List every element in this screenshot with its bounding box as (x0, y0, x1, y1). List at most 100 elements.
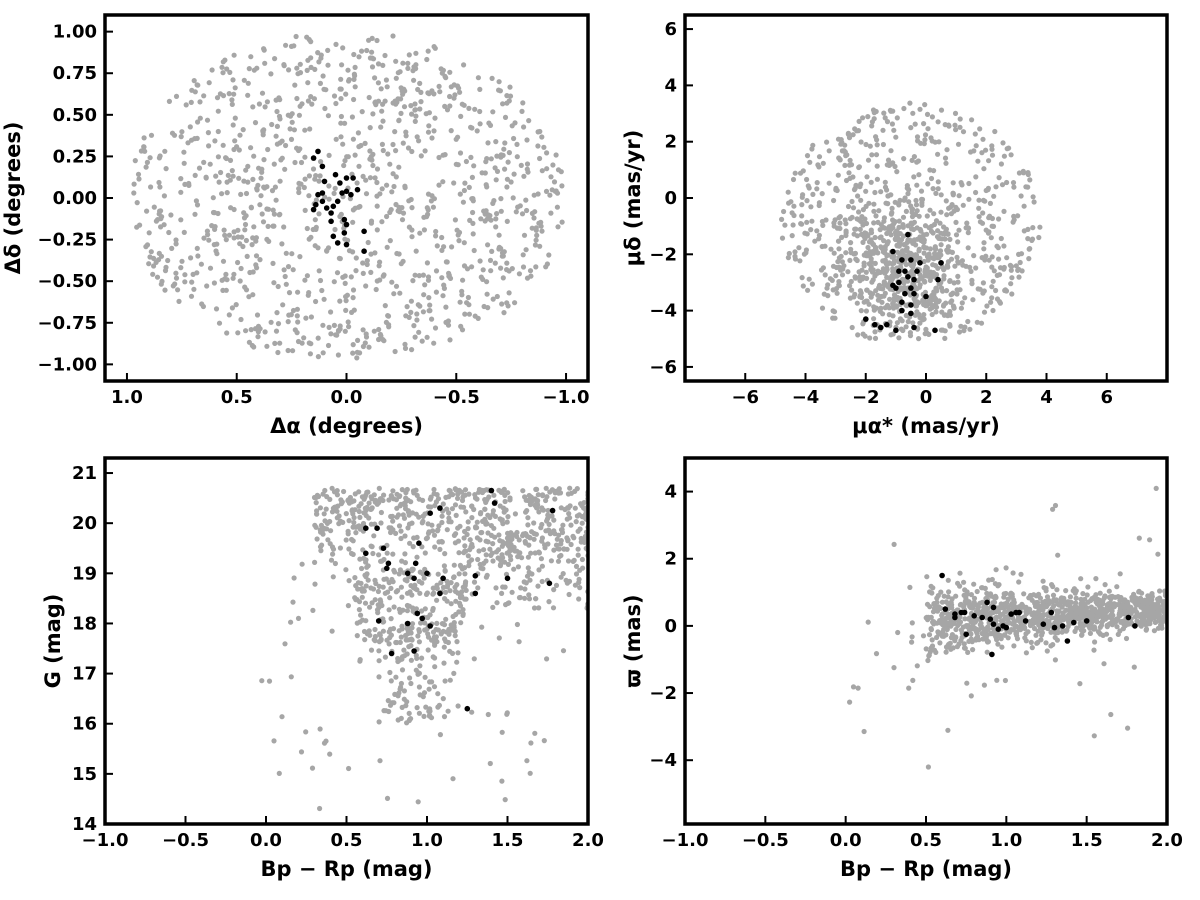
sky-field-point (551, 179, 558, 185)
pm-field-point (919, 196, 925, 202)
sky-field-point (222, 232, 228, 238)
cmd-field-point (434, 597, 440, 603)
parallax-field-point (1080, 591, 1086, 597)
parallax-field-point (1085, 611, 1091, 617)
sky-field-point (506, 150, 512, 156)
cmd-field-point (447, 648, 453, 654)
cmd-member-point (419, 615, 426, 622)
parallax-field-point (981, 608, 988, 614)
sky-field-point (277, 178, 283, 184)
cmd-field-point (505, 530, 511, 537)
cmd-member-point (427, 623, 434, 629)
pm-field-point (822, 243, 828, 249)
cmd-field-point (411, 535, 417, 541)
pm-field-point (875, 250, 881, 256)
sky-field-point (433, 268, 440, 274)
cmd-field-point (368, 585, 374, 591)
cmd-field-point (323, 738, 329, 744)
sky-field-point (514, 154, 520, 160)
pm-field-point (897, 231, 903, 237)
cmd-member-point (437, 590, 443, 597)
parallax-field-point (1006, 607, 1012, 613)
sky-field-point (377, 331, 383, 338)
sky-field-point (322, 105, 328, 112)
sky-field-point (453, 136, 459, 142)
sky-field-point (412, 118, 418, 124)
sky-field-point (364, 258, 370, 264)
sky-field-point (310, 166, 317, 172)
cmd-field-point (446, 515, 452, 521)
parallax-field-point (1043, 640, 1049, 646)
sky-field-point (477, 258, 483, 264)
parallax-field-point (1143, 627, 1149, 633)
sky-field-point (468, 154, 474, 160)
cmd-field-point (490, 604, 496, 611)
sky-field-point (382, 52, 388, 59)
parallax-field-point (1016, 579, 1022, 585)
pm-field-point (880, 141, 887, 148)
sky-field-point (374, 278, 380, 284)
sky-field-point (544, 166, 550, 172)
cmd-field-point (538, 556, 545, 562)
pm-field-point (792, 170, 798, 176)
cmd-field-point (352, 491, 358, 497)
cmd-field-point (329, 628, 335, 634)
pm-field-point (993, 184, 999, 190)
sky-field-point (460, 199, 466, 205)
sky-field-point (345, 67, 351, 73)
cmd-field-point (408, 680, 414, 687)
sky-field-point (213, 306, 220, 312)
cmd-field-point (359, 594, 365, 600)
pm-member-point (911, 276, 917, 283)
parallax-field-point (995, 641, 1001, 647)
sky-field-point (322, 194, 328, 200)
cmd-field-point (361, 588, 367, 594)
sky-field-point (346, 324, 352, 330)
cmd-field-point (416, 710, 422, 716)
sky-field-point (397, 290, 403, 296)
pm-field-point (880, 127, 886, 133)
sky-field-point (219, 64, 225, 70)
parallax-field-point (1149, 591, 1155, 597)
cmd-field-point (387, 595, 393, 601)
cmd-field-point (395, 588, 401, 594)
sky-field-point (248, 327, 254, 333)
cmd-field-point (403, 703, 409, 709)
cmd-field-point (555, 558, 562, 564)
parallax-field-point (947, 640, 953, 646)
pm-field-point (850, 174, 856, 180)
pm-field-point (906, 199, 912, 205)
pm-field-point (976, 214, 982, 220)
sky-field-point (251, 153, 257, 159)
cmd-member-point (384, 565, 390, 572)
sky-field-point (331, 190, 337, 196)
sky-ytick-label: 0.50 (53, 105, 97, 126)
parallax-field-point (984, 632, 991, 638)
pm-member-point (872, 321, 878, 328)
pm-field-point (923, 326, 929, 332)
sky-field-point (298, 181, 304, 187)
sky-field-point (166, 229, 172, 236)
pm-field-point (814, 186, 820, 192)
parallax-field-point (1050, 592, 1057, 598)
cmd-field-point (377, 758, 383, 764)
sky-field-point (191, 78, 197, 84)
parallax-field-point (1054, 608, 1060, 614)
pm-member-point (899, 257, 905, 263)
pm-ytick-label: 6 (664, 19, 677, 40)
parallax-field-point (909, 620, 915, 626)
sky-ticks: 1.0 0.5 0.0 −0.5 −1.01.000.750.500.250.00−0.… (38, 22, 590, 408)
cmd-field-point (452, 502, 459, 508)
pm-xlabel: μα* (mas/yr) (852, 414, 1000, 438)
sky-field-point (535, 191, 541, 197)
cmd-field-point (543, 497, 549, 504)
sky-field-point (373, 102, 379, 108)
cmd-field-point (430, 528, 436, 534)
sky-field-point (223, 155, 229, 161)
sky-field-point (231, 271, 237, 277)
pm-field-point (804, 231, 810, 237)
cmd-field-point (456, 550, 462, 556)
sky-field-point (315, 354, 321, 360)
pm-field-point (968, 149, 974, 155)
sky-field-point (229, 97, 235, 103)
